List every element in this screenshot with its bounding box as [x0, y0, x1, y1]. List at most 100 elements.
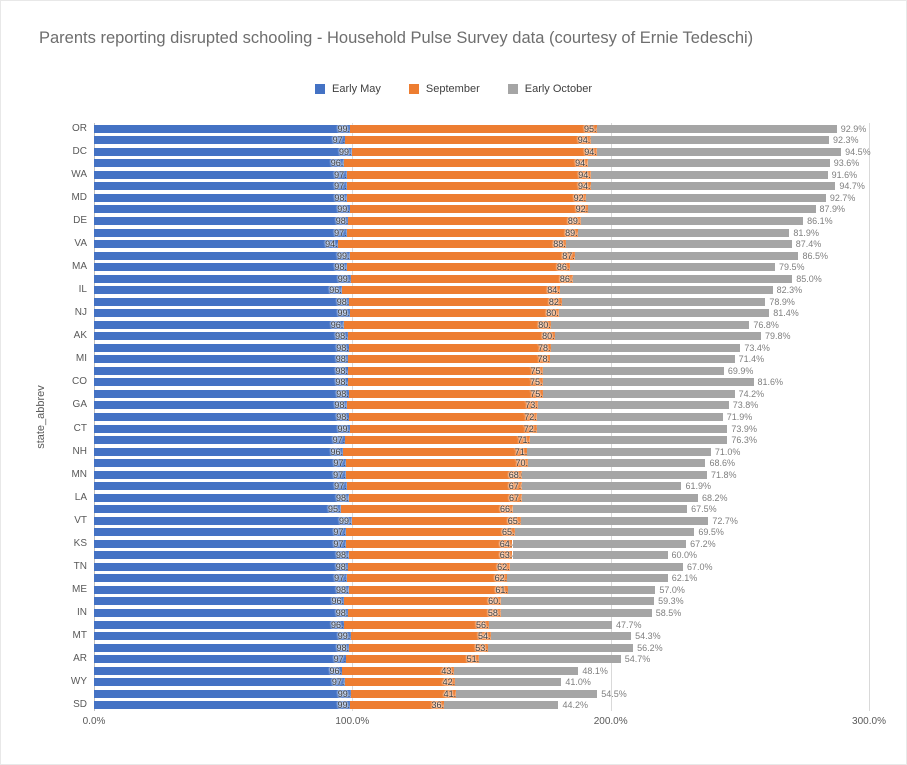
bar-segment-september — [350, 424, 537, 433]
bar-segment-september — [343, 320, 551, 329]
bar-segment-early-october — [508, 585, 656, 594]
bar-row-tn: 98.5%62.5%67.0% — [94, 561, 869, 573]
bar-segment-early-may — [94, 274, 351, 283]
bar-segment-early-october — [588, 205, 816, 214]
y-tick-label: AR — [73, 653, 87, 665]
bar-row: 97.9%67.6%61.9% — [94, 480, 869, 492]
bar-segment-september — [350, 309, 559, 318]
bar-segment-early-october — [538, 401, 729, 410]
data-label: 41.0% — [565, 677, 591, 688]
chart-title: Parents reporting disrupted schooling - … — [39, 29, 754, 47]
plot-area: 99.2%95.4%92.9%97.3%94.9%92.3%99.8%94.9%… — [94, 123, 871, 711]
bar-segment-september — [350, 632, 491, 641]
x-tick-label: 200.0% — [593, 716, 628, 727]
bar-segment-early-may — [94, 205, 350, 214]
bar-segment-early-october — [590, 136, 829, 145]
bar-segment-september — [351, 516, 521, 525]
bar-segment-september — [348, 355, 551, 364]
bar-row: 99.1%92.3%87.9% — [94, 204, 869, 216]
data-label: 73.9% — [731, 423, 757, 434]
y-tick-label: WY — [70, 676, 87, 688]
bar-segment-early-october — [560, 286, 773, 295]
bar-segment-september — [351, 147, 597, 156]
bar-segment-early-october — [596, 124, 837, 133]
bar-row-sd: 99.2%36.4%44.2% — [94, 699, 869, 711]
bar-row: 99.3%86.0%85.0% — [94, 273, 869, 285]
bar-segment-september — [340, 505, 513, 514]
bar-row: 96.9%60.6%59.3% — [94, 596, 869, 608]
data-label: 73.8% — [732, 400, 759, 411]
data-label: 47.7% — [615, 619, 642, 630]
y-tick-label: TN — [73, 560, 87, 572]
data-label: 76.8% — [753, 319, 779, 330]
bar-segment-september — [348, 389, 543, 398]
data-label: 87.4% — [795, 239, 822, 250]
bar-segment-early-october — [550, 355, 735, 364]
data-label: 74.2% — [738, 388, 765, 399]
y-tick-label: KS — [73, 537, 87, 549]
legend-swatch-icon — [507, 84, 518, 94]
bar-row-mi: 98.5%78.1%71.4% — [94, 354, 869, 366]
bar-row: 95.5%66.6%67.5% — [94, 503, 869, 515]
bar-segment-september — [345, 470, 522, 479]
data-label: 81.9% — [793, 227, 819, 238]
bar-segment-september — [347, 193, 587, 202]
bar-row-de: 98.5%89.9%86.1% — [94, 215, 869, 227]
y-tick-label: GA — [72, 399, 87, 411]
bar-segment-early-october — [512, 539, 687, 548]
bar-row-me: 98.6%61.7%57.0% — [94, 584, 869, 596]
bar-row-wa: 97.9%94.5%91.6% — [94, 169, 869, 181]
bar-row: 97.3%94.9%92.3% — [94, 135, 869, 147]
bar-segment-early-october — [500, 608, 652, 617]
bar-segment-early-may — [94, 482, 347, 491]
data-label: 61.9% — [685, 481, 711, 492]
data-label: 54.3% — [635, 631, 661, 642]
bar-segment-september — [346, 574, 508, 583]
data-label: 57.0% — [659, 584, 685, 595]
data-label: 73.4% — [744, 342, 770, 353]
bar-row-ct: 99.2%72.1%73.9% — [94, 423, 869, 435]
bar-segment-early-may — [94, 436, 346, 445]
x-tick-label: 300.0% — [852, 716, 886, 727]
data-label: 87.9% — [819, 204, 846, 215]
bar-segment-early-may — [94, 516, 352, 525]
bar-row: 98.8%53.7%56.2% — [94, 642, 869, 654]
bar-segment-september — [344, 597, 501, 606]
bar-segment-early-october — [550, 343, 741, 352]
bar-segment-early-may — [94, 378, 349, 387]
bar-row: 98.7%75.1%74.2% — [94, 388, 869, 400]
bar-segment-early-may — [94, 689, 351, 698]
bar-segment-september — [348, 562, 510, 571]
bar-segment-early-may — [94, 632, 351, 641]
data-label: 94.5% — [845, 146, 871, 157]
bar-segment-september — [348, 366, 544, 375]
bar-segment-september — [343, 447, 528, 456]
bar-segment-early-october — [521, 470, 707, 479]
bar-segment-early-may — [94, 159, 344, 168]
data-label: 92.3% — [832, 135, 859, 146]
bar-segment-early-may — [94, 286, 342, 295]
bar-segment-september — [345, 436, 531, 445]
bar-segment-september — [348, 551, 513, 560]
bar-segment-early-october — [590, 182, 836, 191]
bar-segment-early-may — [94, 124, 351, 133]
bar-segment-early-october — [543, 366, 724, 375]
bar-row: 98.9%82.1%78.9% — [94, 296, 869, 308]
y-tick-label: MT — [72, 630, 87, 642]
y-tick-label: CT — [73, 422, 87, 434]
legend-swatch-icon — [315, 84, 326, 94]
bar-row-ks: 97.6%64.4%67.2% — [94, 538, 869, 550]
bar-segment-early-may — [94, 320, 344, 329]
data-label: 82.3% — [776, 285, 803, 296]
bar-row-vt: 99.8%65.3%72.7% — [94, 515, 869, 527]
bar-segment-early-october — [455, 678, 562, 687]
y-tick-label: IN — [77, 607, 87, 618]
y-tick-label: CO — [72, 376, 87, 388]
bar-segment-early-october — [537, 412, 723, 421]
bar-segment-september — [347, 263, 570, 272]
bar-row: 98.7%72.8%71.9% — [94, 411, 869, 423]
x-tick-label: 100.0% — [335, 716, 370, 727]
bar-segment-early-october — [586, 193, 826, 202]
bar-segment-early-may — [94, 147, 352, 156]
bar-row: 98.7%78.1%73.4% — [94, 342, 869, 354]
